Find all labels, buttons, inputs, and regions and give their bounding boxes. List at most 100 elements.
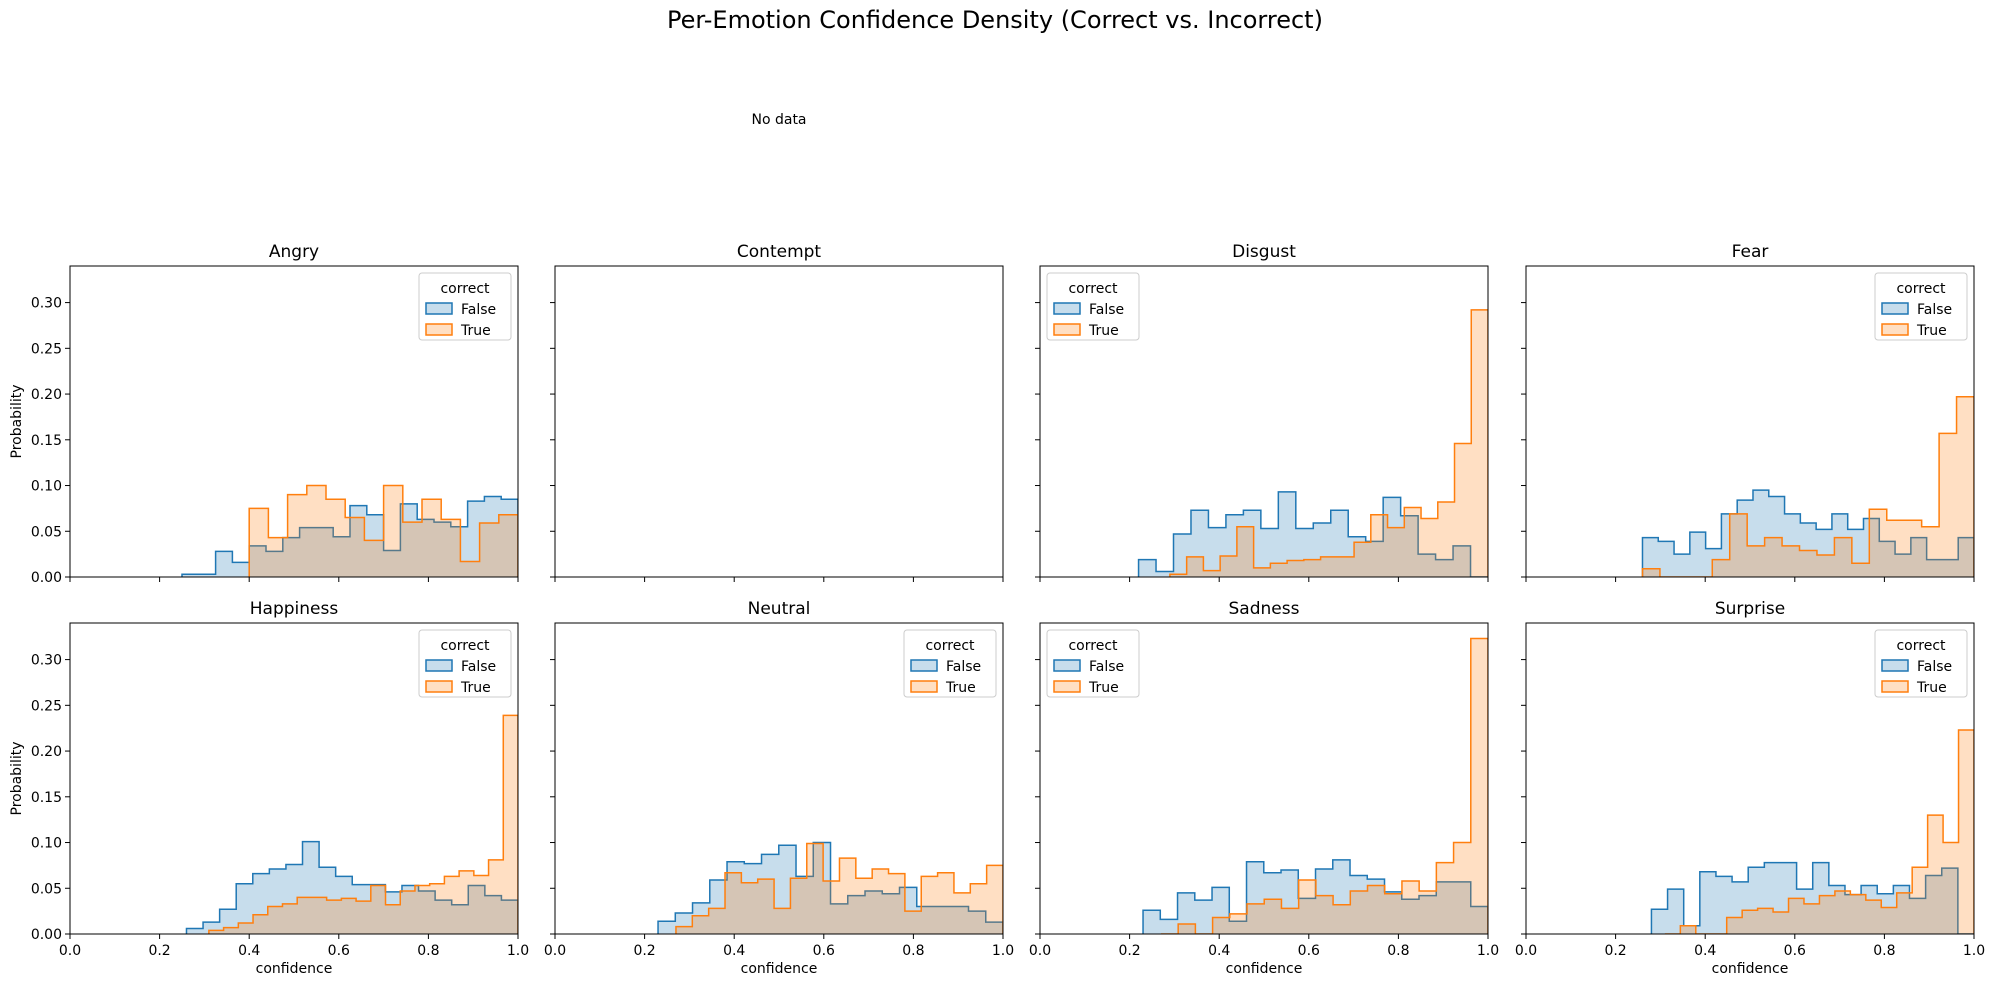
legend-title: correct [440,281,490,297]
y-tick-label: 0.15 [31,433,62,449]
x-tick-label: 0.4 [723,943,745,959]
panel-happiness: Happiness 0.0 0.2 0.4 0.6 0.8 1.0 confidence 0.0… [9,599,529,977]
x-tick-label: 1.0 [1477,943,1499,959]
y-tick-label: 0.30 [31,653,62,669]
legend-swatch-true [1053,680,1081,693]
legend-label-true: True [945,680,976,696]
panel-grid: Angry 0.00 0.05 0.10 0.15 0.20 0.25 0.30 Probabi… [9,242,1985,977]
x-tick-label: 0.4 [238,943,260,959]
x-tick-label: 0.6 [1298,943,1320,959]
legend-swatch-false [1053,302,1081,315]
x-tick-label: 0.4 [1208,943,1230,959]
x-tick-label: 0.8 [417,943,439,959]
x-tick-label: 1.0 [507,943,529,959]
legend-title: correct [1068,281,1118,297]
legend-label-false: False [1089,302,1124,318]
legend-swatch-false [910,659,938,672]
legend-swatch-false [1881,659,1909,672]
legend-label-false: False [1089,659,1124,675]
x-tick-label: 0.0 [1515,943,1537,959]
x-tick-label: 0.2 [1118,943,1140,959]
legend: correct False True [1874,272,1968,341]
legend-swatch-false [425,659,453,672]
legend-title: correct [1896,281,1946,297]
legend-swatch-true [910,680,938,693]
histogram-layer [1142,637,1488,934]
y-tick-label: 0.00 [31,927,62,943]
legend-label-false: False [946,659,981,675]
legend-swatch-true [425,680,453,693]
hist-true-fear [1641,396,1974,577]
axes-frame [1039,622,1489,935]
legend: correct False True [1046,272,1140,341]
hist-false-angry [181,495,518,577]
legend-label-false: False [461,659,496,675]
panel-title: Happiness [250,599,339,619]
hist-false-surprise [1650,861,1974,934]
axes-frame [1525,622,1975,935]
legend-label-true: True [1916,680,1947,696]
x-axis-label: confidence [1712,961,1789,977]
hist-false-happiness [185,840,518,934]
x-tick-label: 0.0 [1029,943,1051,959]
x-tick-label: 1.0 [1963,943,1985,959]
hist-true-happiness [208,714,518,934]
legend-swatch-true [1881,323,1909,336]
legend-label-true: True [1916,323,1947,339]
axes-frame [554,622,1004,935]
hist-true-angry [248,484,518,577]
panel-neutral: Neutral 0.0 0.2 0.4 0.6 0.8 1.0 confidence corre… [544,599,1014,977]
x-axis-label: confidence [741,961,818,977]
histogram-layer [185,714,518,934]
y-tick-label: 0.25 [31,341,62,357]
x-tick-label: 0.0 [544,943,566,959]
legend: correct False True [418,629,512,698]
x-tick-label: 0.2 [1604,943,1626,959]
y-axis-label: Probability [9,384,25,458]
panel-fear: Fear correct False True [1521,242,1975,582]
panel-title: Surprise [1715,599,1785,619]
x-tick-label: 0.6 [813,943,835,959]
legend: correct False True [1874,629,1968,698]
histogram-layer [657,841,1003,934]
panel-title: Sadness [1229,599,1300,619]
x-tick-label: 0.6 [328,943,350,959]
y-tick-label: 0.30 [31,296,62,312]
x-tick-label: 0.2 [148,943,170,959]
histogram-layer [181,484,518,577]
legend-swatch-true [1053,323,1081,336]
panel-sadness: Sadness 0.0 0.2 0.4 0.6 0.8 1.0 confidence corre… [1029,599,1499,977]
axes-frame [69,265,519,578]
y-tick-label: 0.20 [31,744,62,760]
legend-title: correct [1068,638,1118,654]
histogram-layer [1650,729,1974,934]
legend-label-false: False [1917,659,1952,675]
y-axis-label: Probability [9,741,25,815]
legend-label-true: True [1088,680,1119,696]
panel-angry: Angry 0.00 0.05 0.10 0.15 0.20 0.25 0.30 Probabi… [9,242,519,586]
hist-true-disgust [1169,309,1488,577]
x-tick-label: 0.4 [1694,943,1716,959]
panel-surprise: Surprise 0.0 0.2 0.4 0.6 0.8 1.0 confidence corr… [1515,599,1985,977]
x-tick-label: 0.2 [633,943,655,959]
axes-frame [1525,265,1975,578]
legend-label-false: False [1917,302,1952,318]
histogram-layer [1641,396,1974,577]
figure-title: Per-Emotion Confidence Density (Correct … [667,6,1323,34]
no-data-label: No data [751,112,806,128]
legend-swatch-true [425,323,453,336]
x-tick-label: 1.0 [992,943,1014,959]
y-tick-label: 0.05 [31,881,62,897]
axes-frame [1039,265,1489,578]
panel-disgust: Disgust correct False True [1035,242,1489,582]
y-tick-label: 0.00 [31,570,62,586]
hist-true-surprise [1664,729,1974,934]
hist-true-sadness [1160,637,1488,934]
legend-swatch-false [1053,659,1081,672]
x-tick-label: 0.8 [902,943,924,959]
legend-title: correct [440,638,490,654]
legend: correct False True [903,629,997,698]
legend-label-true: True [460,323,491,339]
panel-title: Angry [269,242,319,262]
x-tick-label: 0.8 [1873,943,1895,959]
